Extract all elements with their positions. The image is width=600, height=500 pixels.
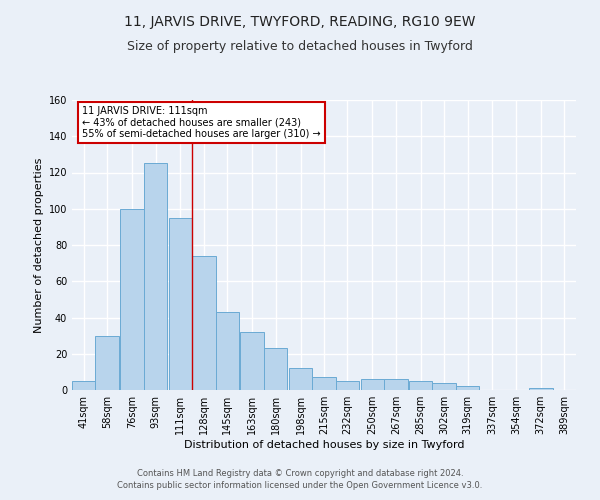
Bar xyxy=(361,379,384,390)
Y-axis label: Number of detached properties: Number of detached properties xyxy=(34,158,44,332)
Bar xyxy=(312,378,336,390)
Text: Contains HM Land Registry data © Crown copyright and database right 2024.: Contains HM Land Registry data © Crown c… xyxy=(137,468,463,477)
X-axis label: Distribution of detached houses by size in Twyford: Distribution of detached houses by size … xyxy=(184,440,464,450)
Bar xyxy=(169,218,192,390)
Bar xyxy=(264,348,287,390)
Text: Contains public sector information licensed under the Open Government Licence v3: Contains public sector information licen… xyxy=(118,481,482,490)
Bar xyxy=(215,312,239,390)
Bar xyxy=(456,386,479,390)
Bar xyxy=(336,381,359,390)
Bar xyxy=(409,381,433,390)
Text: Size of property relative to detached houses in Twyford: Size of property relative to detached ho… xyxy=(127,40,473,53)
Bar xyxy=(433,383,456,390)
Bar xyxy=(289,368,312,390)
Bar xyxy=(529,388,553,390)
Bar xyxy=(95,336,119,390)
Text: 11, JARVIS DRIVE, TWYFORD, READING, RG10 9EW: 11, JARVIS DRIVE, TWYFORD, READING, RG10… xyxy=(124,15,476,29)
Bar xyxy=(121,209,144,390)
Bar xyxy=(384,379,407,390)
Bar xyxy=(72,381,95,390)
Bar xyxy=(241,332,264,390)
Bar xyxy=(144,164,167,390)
Text: 11 JARVIS DRIVE: 111sqm
← 43% of detached houses are smaller (243)
55% of semi-d: 11 JARVIS DRIVE: 111sqm ← 43% of detache… xyxy=(82,106,321,139)
Bar xyxy=(192,256,215,390)
